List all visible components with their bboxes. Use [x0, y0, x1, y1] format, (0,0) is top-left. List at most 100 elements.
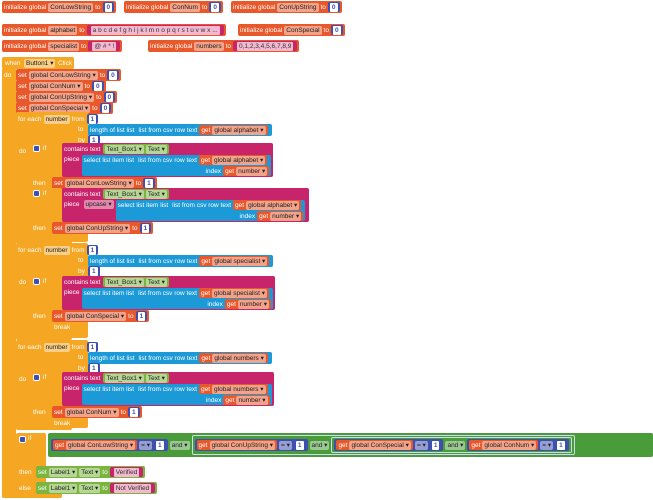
list-from-csv-block[interactable]: list from csv row text get global numbers … — [136, 384, 270, 394]
contains-text-block[interactable]: contains text Text_Box1 ▾ Text ▾ piece selec… — [62, 372, 274, 406]
property-dropdown[interactable]: Text ▾ — [145, 189, 167, 199]
contains-text-block[interactable]: contains text Text_Box1 ▾ Text ▾ piece selec… — [62, 276, 276, 310]
set-variable-block[interactable]: set global ConSpecial ▾ to 0 — [16, 102, 114, 114]
component-dropdown[interactable]: Text_Box1 ▾ — [104, 189, 144, 199]
number-value[interactable]: 1 — [88, 114, 97, 124]
compare-block[interactable]: get global ConLowString ▾ = ▾ 1 — [51, 439, 168, 451]
component-dropdown[interactable]: Text_Box1 ▾ — [104, 373, 144, 383]
number-value[interactable]: 0 — [101, 103, 110, 113]
break-block[interactable]: break — [52, 418, 73, 429]
number-block[interactable]: 0 — [107, 70, 119, 80]
variable-dropdown[interactable]: global ConUpString ▾ — [209, 440, 276, 450]
gear-icon[interactable] — [33, 145, 40, 152]
number-block[interactable]: 1 — [555, 440, 567, 450]
number-value[interactable]: 0 — [332, 25, 341, 35]
variable-dropdown[interactable]: global numbers ▾ — [212, 384, 266, 394]
textbox-text-getter[interactable]: Text_Box1 ▾ Text ▾ — [102, 277, 169, 287]
text-string-block[interactable]: Not Verified — [109, 483, 156, 493]
number-block[interactable]: 0 — [91, 81, 104, 91]
get-variable-block[interactable]: get global specialist ▾ — [199, 256, 270, 266]
event-body-frame[interactable] — [2, 68, 16, 498]
get-variable-block[interactable]: get global ConNum ▾ — [469, 440, 539, 450]
list-from-csv-block[interactable]: list from csv row text get global speciali… — [136, 256, 272, 266]
get-variable-block[interactable]: get global numbers ▾ — [199, 353, 268, 363]
operator-dropdown[interactable]: = ▾ — [540, 440, 554, 450]
set-variable-block[interactable]: set global ConUpString ▾ to 0 — [16, 91, 118, 103]
loop-variable-field[interactable]: number — [43, 245, 70, 255]
text-string-block[interactable]: @ # * ! — [88, 41, 121, 51]
number-value[interactable]: 1 — [137, 311, 146, 321]
variable-dropdown[interactable]: global ConNum ▾ — [482, 440, 537, 450]
initialize-global-block[interactable]: initialize global ConLowString to 0 — [2, 1, 117, 13]
initialize-global-block[interactable]: initialize global ConSpecial to 0 — [238, 24, 345, 36]
initialize-global-block[interactable]: initialize global ConUpString to 0 — [231, 1, 342, 13]
property-dropdown[interactable]: Text ▾ — [145, 277, 167, 287]
list-from-csv-block[interactable]: list from csv row text get global numbers … — [136, 353, 270, 363]
contains-text-block[interactable]: contains text Text_Box1 ▾ Text ▾ piece selec… — [62, 143, 274, 177]
initialize-global-block[interactable]: initialize global ConNum to 0 — [124, 1, 223, 13]
number-value[interactable]: 1 — [557, 440, 565, 450]
get-variable-block[interactable]: get global specialist ▾ — [199, 288, 270, 298]
length-of-list-block[interactable]: length of list list list from csv row tex… — [88, 124, 272, 136]
loop-variable-field[interactable]: number — [43, 342, 70, 352]
event-bottom[interactable] — [2, 492, 62, 498]
property-dropdown[interactable]: Text ▾ — [79, 467, 101, 477]
select-list-item-block[interactable]: select list item list list from csv row t… — [81, 384, 272, 405]
gear-icon[interactable] — [33, 374, 40, 381]
number-block[interactable]: 0 — [103, 92, 116, 102]
variable-dropdown[interactable]: number ▾ — [237, 299, 270, 309]
compare-block[interactable]: get global ConSpecial ▾ = ▾ 1 — [334, 439, 444, 451]
variable-dropdown[interactable]: number ▾ — [236, 166, 268, 176]
text-string-block[interactable]: 0,1,2,3,4,5,6,7,8,9 — [233, 41, 298, 51]
contains-text-block[interactable]: contains text Text_Box1 ▾ Text ▾ piece upcas… — [62, 188, 310, 222]
number-value[interactable]: 1 — [129, 407, 138, 417]
compare-block[interactable]: get global ConNum ▾ = ▾ 1 — [467, 439, 569, 451]
get-variable-block[interactable]: get global ConUpString ▾ — [196, 440, 278, 450]
string-value[interactable]: Not Verified — [113, 483, 152, 493]
string-value[interactable]: a b c d e f g h i j k l m n o p q r s t … — [90, 25, 220, 35]
property-dropdown[interactable]: Text ▾ — [79, 483, 101, 493]
gear-icon[interactable] — [33, 190, 40, 197]
variable-dropdown[interactable]: number ▾ — [270, 211, 302, 221]
number-block[interactable]: 1 — [88, 266, 100, 277]
set-variable-block[interactable]: set global ConNum ▾ to 0 — [16, 80, 106, 92]
initialize-global-block[interactable]: initialize global alphabet to a b c d e f g… — [2, 24, 226, 36]
component-dropdown[interactable]: Button1 ▾ — [24, 59, 56, 68]
property-dropdown[interactable]: Text ▾ — [145, 373, 167, 383]
list-from-csv-block[interactable]: list from csv row text get global alphabet… — [136, 125, 270, 135]
get-variable-block[interactable]: get global alphabet ▾ — [199, 125, 268, 135]
number-block[interactable]: 1 — [127, 407, 140, 417]
get-variable-block[interactable]: get global numbers ▾ — [199, 384, 268, 394]
variable-dropdown[interactable]: number ▾ — [236, 395, 268, 405]
property-dropdown[interactable]: Text ▾ — [145, 144, 167, 154]
get-variable-block[interactable]: get number ▾ — [223, 395, 270, 405]
set-label-text-block[interactable]: set Label1 ▾ Text ▾ to Verified — [36, 466, 146, 478]
text-string-block[interactable]: a b c d e f g h i j k l m n o p q r s t … — [86, 25, 224, 35]
number-value[interactable]: 1 — [141, 223, 150, 233]
number-block[interactable]: 0 — [330, 25, 343, 35]
select-list-item-block[interactable]: select list item list list from csv row t… — [81, 288, 274, 309]
component-dropdown[interactable]: Text_Box1 ▾ — [104, 277, 144, 287]
number-block[interactable]: 0 — [102, 2, 115, 12]
number-value[interactable]: 1 — [145, 178, 153, 188]
variable-dropdown[interactable]: global ConNum ▾ — [28, 81, 83, 91]
if-bottom[interactable] — [30, 228, 50, 233]
initialize-global-block[interactable]: initialize global numbers to 0,1,2,3,4,5,6,… — [148, 40, 300, 52]
if-bottom[interactable] — [30, 324, 50, 329]
number-value[interactable]: 1 — [155, 440, 164, 450]
loop-variable-field[interactable]: number — [43, 114, 70, 124]
and-dropdown[interactable]: and ▾ — [169, 440, 190, 450]
variable-dropdown[interactable]: global alphabet ▾ — [212, 155, 266, 165]
variable-dropdown[interactable]: global alphabet ▾ — [212, 125, 266, 135]
variable-dropdown[interactable]: global ConLowString ▾ — [64, 178, 134, 188]
select-list-item-block[interactable]: select list item list list from csv row t… — [81, 155, 272, 176]
variable-dropdown[interactable]: global specialist ▾ — [212, 256, 268, 266]
variable-name-field[interactable]: alphabet — [48, 25, 78, 35]
initialize-global-block[interactable]: initialize global specialist to @ # * ! — [2, 40, 123, 52]
number-value[interactable]: 1 — [88, 342, 97, 352]
number-value[interactable]: 0 — [329, 2, 338, 12]
get-variable-block[interactable]: get global alphabet ▾ — [233, 200, 302, 210]
set-variable-block[interactable]: set global ConUpString ▾ to 1 — [52, 222, 154, 234]
operator-dropdown[interactable]: = ▾ — [139, 440, 152, 450]
select-list-item-block[interactable]: select list item list list from csv row t… — [115, 200, 306, 221]
